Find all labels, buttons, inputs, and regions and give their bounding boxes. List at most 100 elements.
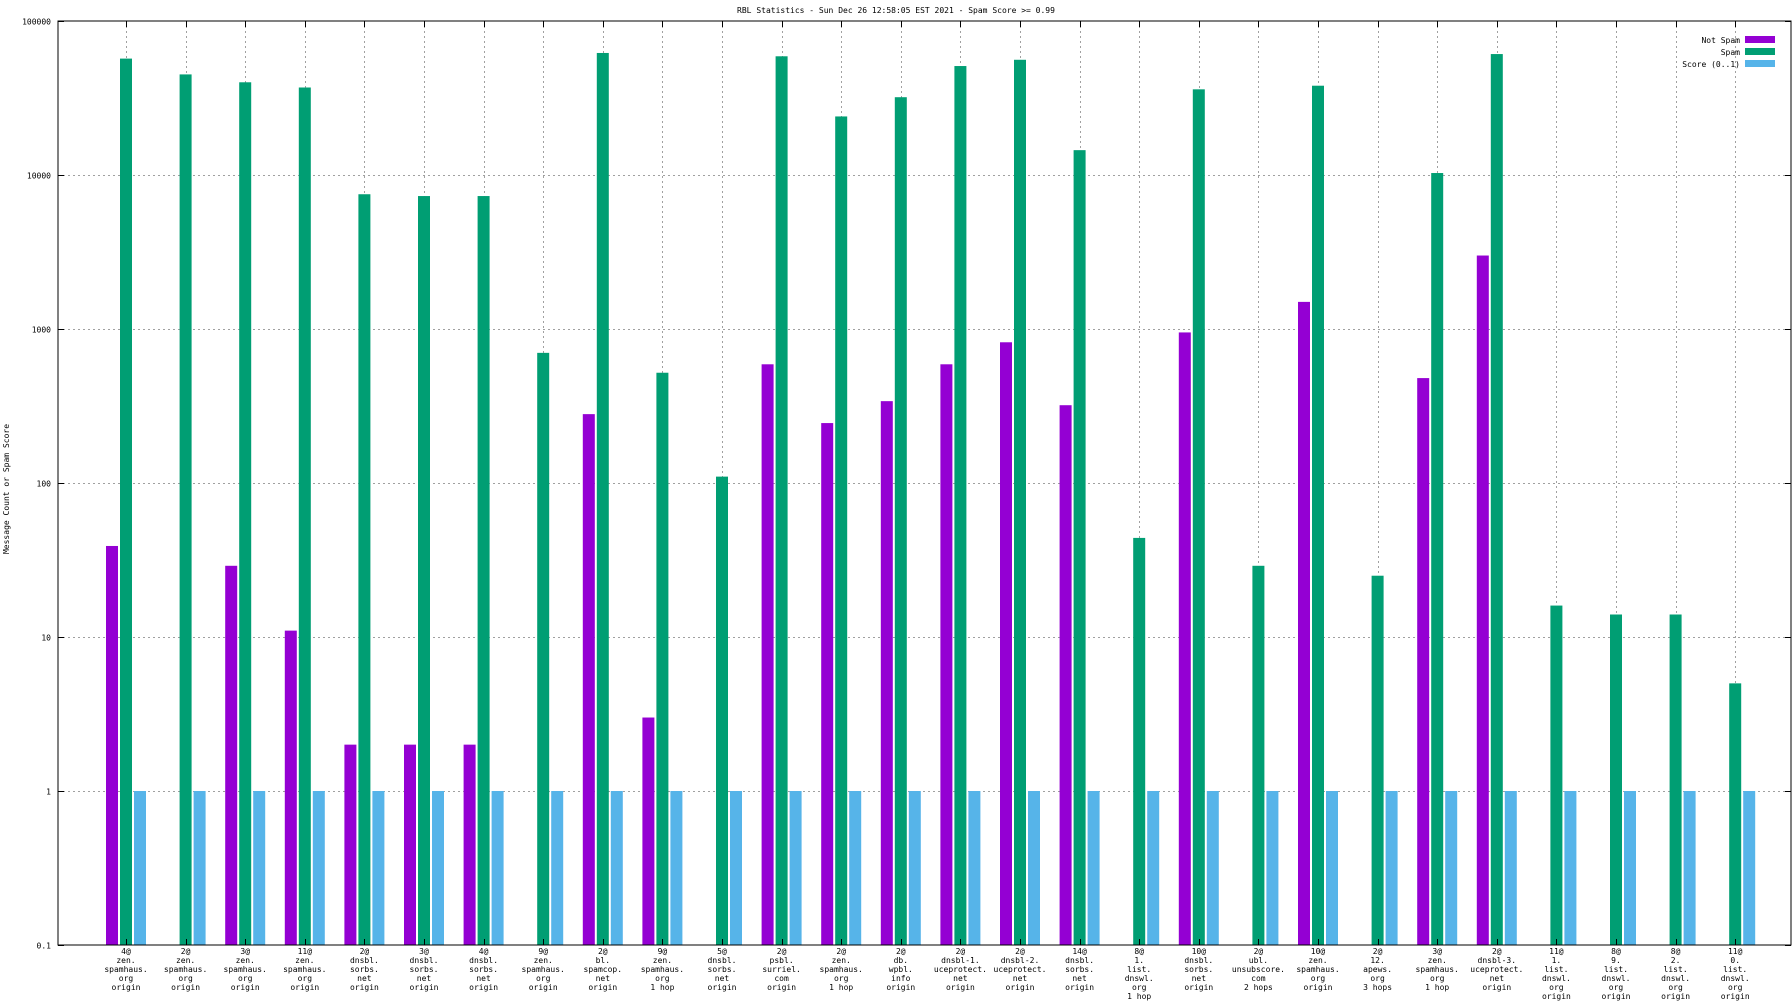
bar-spam <box>835 116 848 946</box>
bar-layer <box>106 52 1756 946</box>
y-axis-label: Message Count or Spam Score <box>2 424 11 554</box>
x-tick-label: 2@ dnsbl. sorbs. net origin <box>350 947 379 992</box>
bar-not-spam <box>761 364 774 945</box>
bar-score-0-1 <box>908 791 921 945</box>
bar-not-spam <box>821 423 834 945</box>
x-tick-label: 2@ 12. apews. org 3 hops <box>1363 947 1392 992</box>
legend-swatch <box>1745 36 1775 43</box>
bar-not-spam <box>463 744 476 945</box>
x-tick-label: 2@ ubl. unsubscore. com 2 hops <box>1232 947 1285 992</box>
bar-score-0-1 <box>1624 791 1636 945</box>
bar-score-0-1 <box>1326 791 1338 945</box>
x-tick-label: 10@ zen. spamhaus. org origin <box>1296 947 1339 992</box>
bar-spam <box>1014 59 1026 945</box>
x-tick-label: 2@ dnsbl-3. uceprotect. net origin <box>1470 947 1523 992</box>
bar-spam <box>1669 614 1682 945</box>
bar-score-0-1 <box>432 791 444 945</box>
bar-score-0-1 <box>1504 791 1517 945</box>
bar-score-0-1 <box>849 791 862 945</box>
ytick-layer: 100000 10000 1000 100 10 1 0.1 <box>22 18 1791 951</box>
bar-spam <box>179 74 192 945</box>
legend-label: Score (0..1) <box>1682 60 1740 69</box>
bar-not-spam <box>1178 332 1191 946</box>
bar-spam <box>1252 565 1265 945</box>
y-tick-label: 1 <box>46 788 51 797</box>
bar-not-spam <box>1000 342 1012 945</box>
bar-score-0-1 <box>1087 791 1100 945</box>
x-tick-label: 2@ db. wpbl. info origin <box>886 947 915 992</box>
bar-score-0-1 <box>1564 791 1577 945</box>
x-tick-label: 9@ zen. spamhaus. org 1 hop <box>641 947 684 992</box>
y-tick-label: 10 <box>41 634 51 643</box>
legend-label: Not Spam <box>1701 36 1740 45</box>
bar-score-0-1 <box>1385 791 1398 945</box>
bar-score-0-1 <box>312 791 325 945</box>
x-tick-label: 14@ dnsbl. sorbs. net origin <box>1065 947 1094 992</box>
bar-spam <box>120 58 132 945</box>
y-tick-label: 1000 <box>32 326 51 335</box>
x-tick-label: 2@ zen. spamhaus. org 1 hop <box>820 947 863 992</box>
xtick-layer: 4@ zen. spamhaus. org origin 2@ zen. spamhaus. o… <box>104 21 1750 1001</box>
bar-spam <box>1192 89 1205 946</box>
bar-score-0-1 <box>1445 791 1458 945</box>
bar-not-spam <box>106 545 118 945</box>
bar-score-0-1 <box>1743 791 1756 945</box>
bar-score-0-1 <box>193 791 206 945</box>
legend-swatch <box>1745 48 1775 55</box>
x-tick-label: 3@ zen. spamhaus. org 1 hop <box>1416 947 1459 992</box>
x-tick-label: 2@ dnsbl-1. uceprotect. net origin <box>934 947 987 992</box>
bar-score-0-1 <box>610 791 623 945</box>
bar-score-0-1 <box>253 791 266 945</box>
bar-score-0-1 <box>372 791 385 945</box>
bar-score-0-1 <box>1683 791 1696 945</box>
x-tick-label: 2@ bl. spamcop. net origin <box>584 947 623 992</box>
y-tick-label: 100 <box>37 480 52 489</box>
bar-spam <box>894 97 907 945</box>
legend-swatch <box>1745 60 1775 67</box>
bar-spam <box>1550 605 1563 945</box>
bar-spam <box>239 82 252 945</box>
bar-score-0-1 <box>1147 791 1160 945</box>
y-tick-label: 100000 <box>22 18 51 27</box>
bar-spam <box>1729 683 1742 945</box>
bar-spam <box>1490 54 1503 945</box>
bar-not-spam <box>1059 405 1072 945</box>
bar-spam <box>1073 150 1086 946</box>
bar-score-0-1 <box>968 791 981 945</box>
x-tick-label: 4@ zen. spamhaus. org origin <box>104 947 147 992</box>
bar-not-spam <box>940 364 953 945</box>
bar-spam <box>537 352 550 946</box>
x-tick-label: 10@ dnsbl. sorbs. net origin <box>1184 947 1213 992</box>
bar-spam <box>358 194 371 945</box>
x-tick-label: 11@ zen. spamhaus. org origin <box>283 947 326 992</box>
legend-label: Spam <box>1721 48 1740 57</box>
x-tick-label: 9@ zen. spamhaus. org origin <box>522 947 565 992</box>
bar-score-0-1 <box>551 791 564 945</box>
legend: Not Spam Spam Score (0..1) <box>1682 36 1775 69</box>
bar-spam <box>716 476 728 945</box>
bar-score-0-1 <box>491 791 504 945</box>
x-tick-label: 8@ 1. list. dnswl. org 1 hop <box>1125 947 1154 1001</box>
bar-spam <box>418 196 430 945</box>
x-tick-label: 8@ 9. list. dnswl. org origin <box>1602 947 1631 1001</box>
bar-not-spam <box>1298 301 1310 945</box>
bar-score-0-1 <box>1028 791 1040 945</box>
bar-not-spam <box>880 401 893 946</box>
bar-score-0-1 <box>1206 791 1219 945</box>
bar-not-spam <box>1476 255 1489 946</box>
bar-score-0-1 <box>670 791 683 945</box>
x-tick-label: 2@ zen. spamhaus. org origin <box>164 947 207 992</box>
bar-score-0-1 <box>134 791 146 945</box>
bar-spam <box>656 372 669 945</box>
x-tick-label: 2@ psbl. surriel. com origin <box>762 947 801 992</box>
x-tick-label: 11@ 1. list. dnswl. org origin <box>1542 947 1571 1001</box>
chart-title: RBL Statistics - Sun Dec 26 12:58:05 EST… <box>737 6 1055 15</box>
x-tick-label: 4@ dnsbl. sorbs. net origin <box>469 947 498 992</box>
bar-spam <box>477 196 490 945</box>
bar-not-spam <box>344 744 357 945</box>
bar-score-0-1 <box>789 791 802 945</box>
bar-not-spam <box>284 630 297 945</box>
bar-spam <box>596 52 609 945</box>
x-tick-label: 3@ zen. spamhaus. org origin <box>224 947 267 992</box>
